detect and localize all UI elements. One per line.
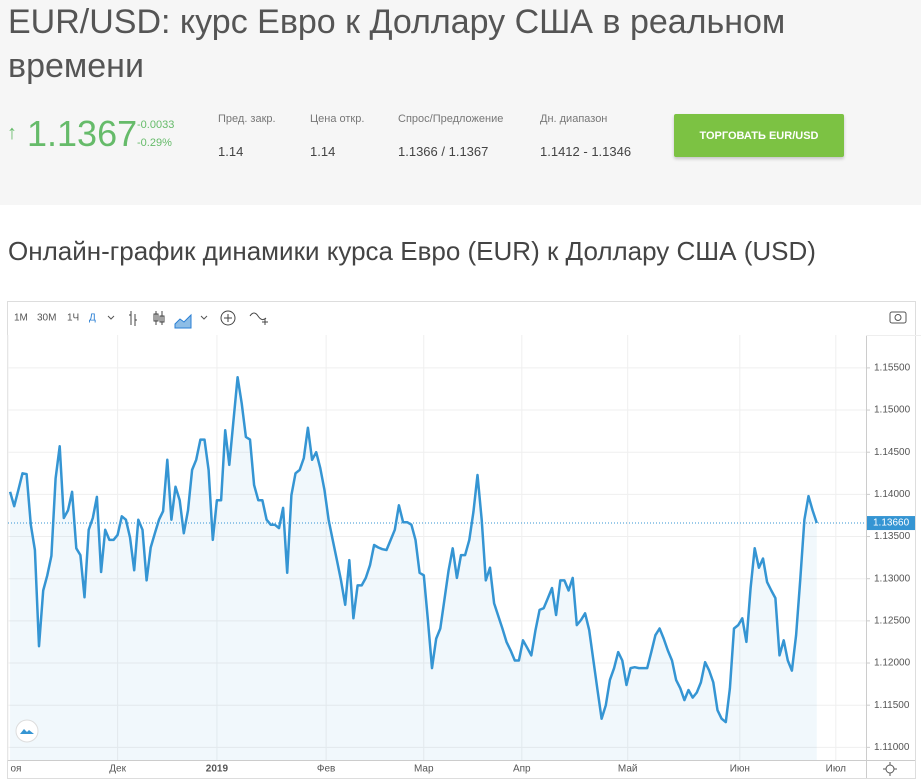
x-tick-label: Июл bbox=[826, 764, 846, 775]
compare-icon[interactable] bbox=[249, 312, 268, 325]
y-tick-label: 1.15500 bbox=[874, 363, 911, 374]
y-tick-label: 1.14000 bbox=[874, 489, 911, 500]
chart-heading: Онлайн-график динамики курса Евро (EUR) … bbox=[8, 236, 816, 266]
stat-value: 1.14 bbox=[218, 144, 244, 159]
stat-value: 1.14 bbox=[310, 144, 336, 159]
stat-label: Пред. закр. bbox=[218, 113, 276, 125]
stat-label: Спрос/Предложение bbox=[398, 113, 504, 125]
price: 1.1367 bbox=[27, 113, 138, 154]
x-tick-label: Мар bbox=[414, 764, 434, 775]
trade-button[interactable]: ТОРГОВАТЬ EUR/USD bbox=[674, 114, 844, 157]
y-tick-label: 1.13000 bbox=[874, 573, 911, 584]
quote-panel: EUR/USD: курс Евро к Доллару США в реаль… bbox=[0, 0, 921, 205]
y-tick-label: 1.11000 bbox=[874, 742, 910, 753]
page-title: EUR/USD: курс Евро к Доллару США в реаль… bbox=[8, 3, 786, 85]
x-tick-label: Май bbox=[618, 764, 638, 775]
dropdown-icon[interactable] bbox=[200, 315, 208, 320]
camera-icon[interactable] bbox=[889, 311, 907, 324]
last-price-box bbox=[867, 516, 915, 531]
change: -0.0033 bbox=[137, 119, 175, 131]
bars-icon[interactable] bbox=[129, 311, 137, 326]
last-price-label: 1.13660 bbox=[873, 518, 910, 529]
x-tick-label: Апр bbox=[513, 764, 531, 775]
toolbar-button[interactable]: 1Ч bbox=[67, 313, 79, 324]
y-tick-label: 1.12500 bbox=[874, 616, 911, 627]
y-tick-label: 1.15000 bbox=[874, 405, 911, 416]
logo-icon[interactable] bbox=[15, 719, 39, 743]
y-tick-label: 1.14500 bbox=[874, 447, 911, 458]
x-tick-label: оя bbox=[11, 764, 22, 775]
up-arrow: ↑ bbox=[7, 122, 17, 144]
candles-icon[interactable] bbox=[153, 313, 159, 322]
toolbar-button[interactable]: 1М bbox=[14, 313, 28, 324]
x-tick-label: 2019 bbox=[206, 764, 229, 775]
stat-label: Цена откр. bbox=[310, 113, 365, 125]
dropdown-icon[interactable] bbox=[107, 315, 115, 320]
y-tick-label: 1.13500 bbox=[874, 531, 911, 542]
area-icon[interactable] bbox=[174, 313, 192, 329]
toolbar-button[interactable]: Д bbox=[89, 313, 96, 324]
stat-value: 1.1412 - 1.1346 bbox=[540, 144, 632, 159]
price-line bbox=[8, 375, 818, 724]
y-tick-label: 1.12000 bbox=[874, 658, 911, 669]
x-tick-label: Фев bbox=[317, 764, 335, 775]
toolbar-button[interactable]: 30М bbox=[37, 313, 56, 324]
stat-value: 1.1366 / 1.1367 bbox=[398, 144, 489, 159]
y-tick-label: 1.11500 bbox=[874, 700, 910, 711]
chart-frame bbox=[7, 301, 916, 779]
change-percent: -0.29% bbox=[137, 137, 172, 149]
x-tick-label: Дек bbox=[109, 764, 126, 775]
x-tick-label: Июн bbox=[730, 764, 750, 775]
add-indicator-icon[interactable] bbox=[220, 310, 236, 326]
stat-label: Дн. диапазон bbox=[540, 113, 608, 125]
